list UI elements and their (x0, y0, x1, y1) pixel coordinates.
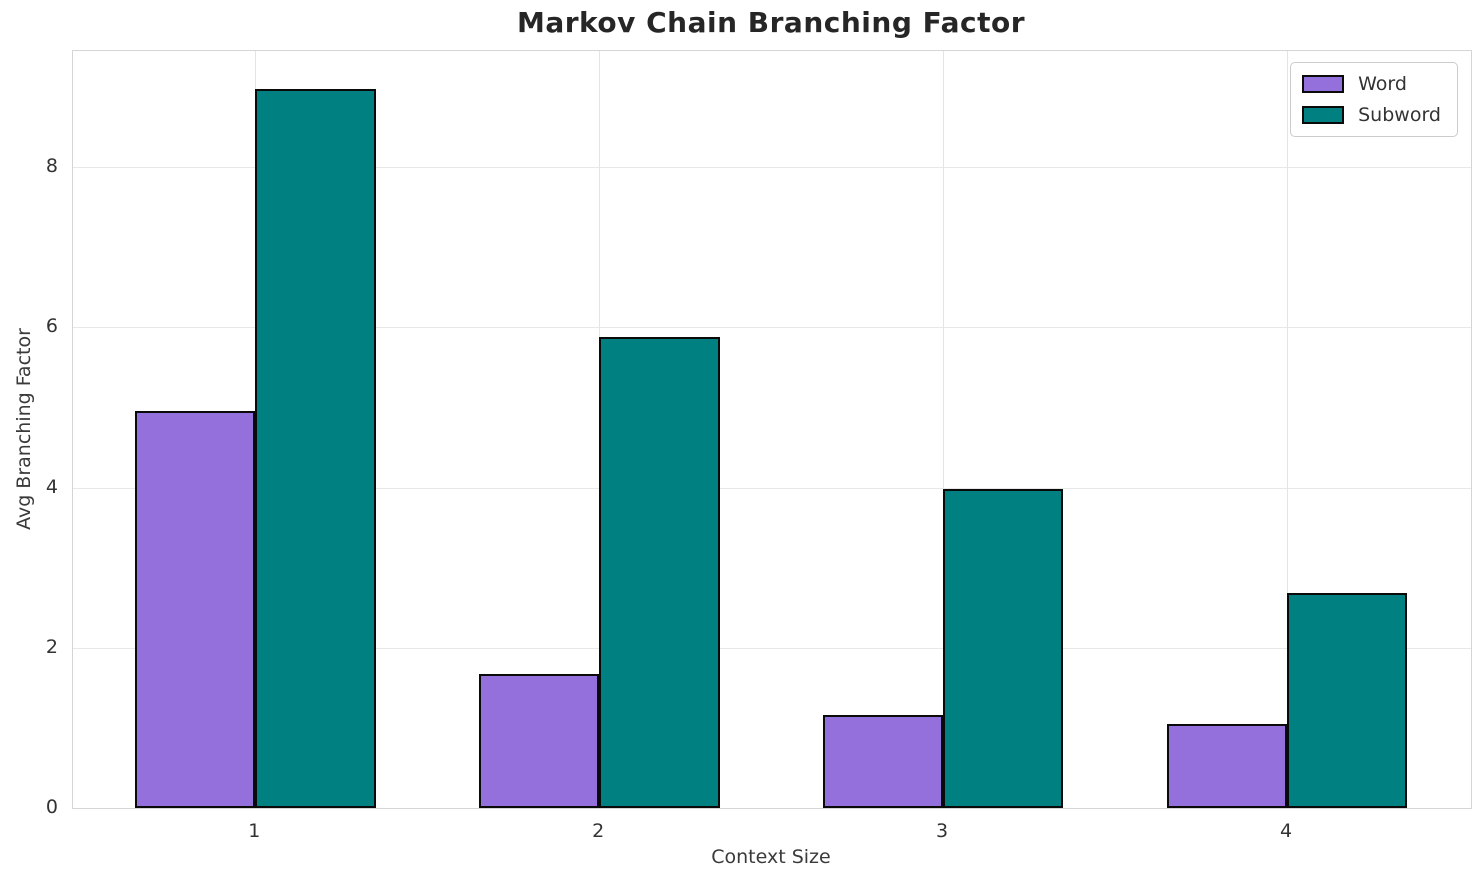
legend-item-word: Word (1302, 72, 1441, 96)
chart-title: Markov Chain Branching Factor (516, 6, 1026, 39)
bar-subword-group2 (599, 336, 720, 808)
bar-subword-group3 (943, 489, 1064, 808)
y-tick-label: 4 (45, 475, 58, 498)
plot-area (72, 50, 1472, 809)
legend-label: Word (1358, 73, 1407, 95)
bar-subword-group1 (255, 89, 376, 808)
vertical-gridline (943, 51, 945, 808)
bar-word-group1 (134, 411, 256, 808)
bar-word-group3 (822, 715, 944, 808)
bar-word-group4 (1166, 723, 1287, 808)
legend-swatch-subword (1302, 106, 1345, 124)
y-tick-label: 0 (45, 796, 58, 818)
vertical-gridline (1287, 51, 1288, 808)
legend-item-subword: Subword (1302, 103, 1441, 127)
x-tick-label: 4 (1279, 820, 1293, 842)
bar-subword-group4 (1287, 593, 1408, 808)
x-tick-label: 2 (592, 820, 605, 842)
x-tick-label: 3 (936, 820, 949, 842)
legend-label: Subword (1358, 104, 1441, 126)
horizontal-gridline (73, 647, 1471, 649)
bar-word-group2 (478, 674, 600, 808)
x-axis-label: Context Size (711, 846, 831, 868)
horizontal-gridline (73, 487, 1471, 489)
horizontal-gridline (73, 327, 1471, 329)
x-tick-label: 1 (248, 820, 261, 842)
legend: Word Subword (1290, 62, 1458, 137)
horizontal-gridline (73, 167, 1471, 169)
y-axis-label: Avg Branching Factor (13, 328, 35, 530)
legend-swatch-word (1302, 75, 1345, 93)
y-tick-label: 2 (45, 635, 58, 658)
y-tick-label: 8 (45, 155, 58, 178)
y-tick-label: 6 (45, 315, 58, 338)
